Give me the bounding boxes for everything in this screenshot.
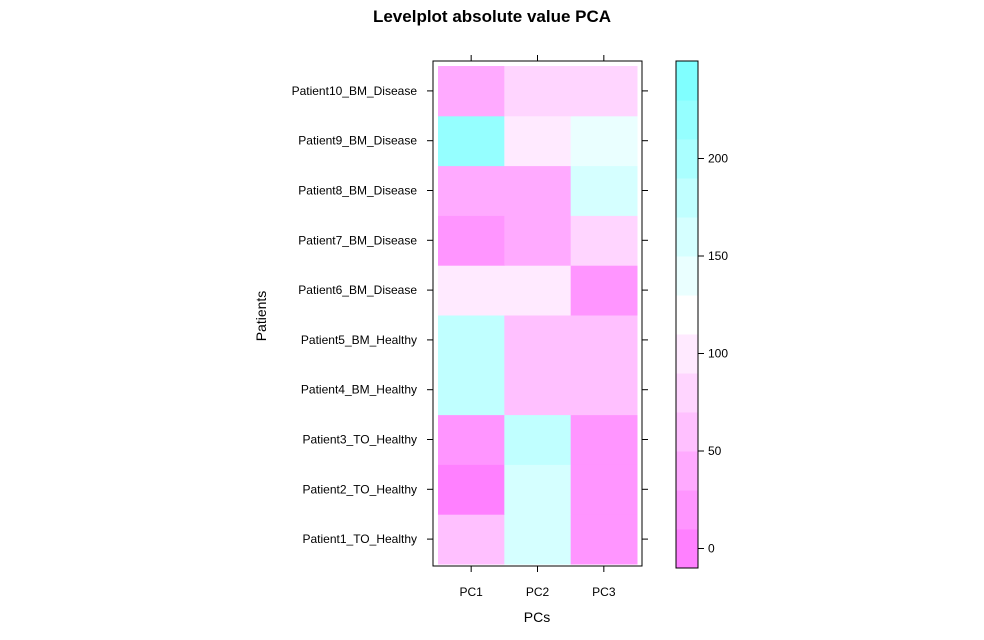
y-tick-label: Patient8_BM_Disease [298,184,417,198]
heatmap-cell [504,66,572,117]
y-tick-label: Patient3_TO_Healthy [302,433,417,447]
colorbar-tick-label: 200 [708,152,728,166]
heatmap-cell [504,464,572,515]
y-tick-label: Patient2_TO_Healthy [302,482,417,496]
colorbar-bin [676,139,698,179]
colorbar-bin [676,256,698,296]
colorbar-border [675,60,699,569]
heatmap-cell [438,215,505,266]
chart-title: Levelplot absolute value PCA [373,7,611,26]
heatmap-cell [570,115,638,167]
y-tick-label: Patient1_TO_Healthy [302,532,417,546]
x-tick-label: PC2 [526,585,550,599]
colorbar-bin [676,490,698,530]
heatmap-cell [570,215,638,266]
heatmap-cells [438,66,638,565]
colorbar-bin [676,334,698,374]
heatmap-cell [570,464,638,515]
y-tick-label: Patient9_BM_Disease [298,134,417,148]
colorbar-tick-label: 0 [708,542,715,556]
heatmap-cell [438,66,505,117]
heatmap-cell [438,414,505,465]
heatmap-cell [504,364,572,416]
heatmap-cell [438,115,505,167]
heatmap-cell [438,514,505,565]
colorbar-bin [676,217,698,257]
colorbar-bin [676,100,698,140]
heatmap-cell [504,215,572,266]
colorbar-bin [676,451,698,491]
colorbar-bin [676,295,698,335]
colorbar [675,60,699,569]
heatmap-cell [438,165,505,216]
heatmap-cell [504,414,572,465]
heatmap-cell [570,414,638,465]
heatmap-cell [438,364,505,416]
heatmap-cell [504,115,572,167]
x-axis-label: PCs [524,609,550,625]
x-tick-label: PC3 [592,585,616,599]
heatmap-cell [438,464,505,515]
colorbar-tick-label: 100 [708,347,728,361]
y-tick-labels: Patient1_TO_Healthy Patient2_TO_Healthy Pa… [292,84,418,546]
heatmap-cell [570,364,638,416]
y-tick-label: Patient6_BM_Disease [298,283,417,297]
heatmap-cell [570,265,638,316]
heatmap-cell [504,165,572,216]
colorbar-ticks: 0 50 100 150 200 [698,152,728,556]
y-tick-label: Patient5_BM_Healthy [301,333,417,347]
y-tick-label: Patient7_BM_Disease [298,233,417,247]
heatmap-cell [570,165,638,216]
x-tick-label: PC1 [459,585,483,599]
colorbar-bin [676,61,698,101]
x-tick-labels: PC1 PC2 PC3 [459,585,615,599]
colorbar-bin [676,412,698,452]
heatmap-cell [504,265,572,316]
axis-ticks [427,55,648,572]
heatmap-cell [570,514,638,565]
heatmap-cell [438,265,505,316]
colorbar-bin [676,373,698,413]
y-axis-label: Patients [253,291,269,342]
y-tick-label: Patient10_BM_Disease [292,84,418,98]
heatmap-cell [570,66,638,117]
heatmap-cell [438,315,505,366]
colorbar-tick-label: 150 [708,249,728,263]
colorbar-bin [676,178,698,218]
heatmap-cell [570,315,638,366]
colorbar-tick-label: 50 [708,444,722,458]
y-tick-label: Patient4_BM_Healthy [301,383,417,397]
heatmap-cell [504,315,572,366]
heatmap-cell [504,514,572,565]
colorbar-bin [676,529,698,569]
